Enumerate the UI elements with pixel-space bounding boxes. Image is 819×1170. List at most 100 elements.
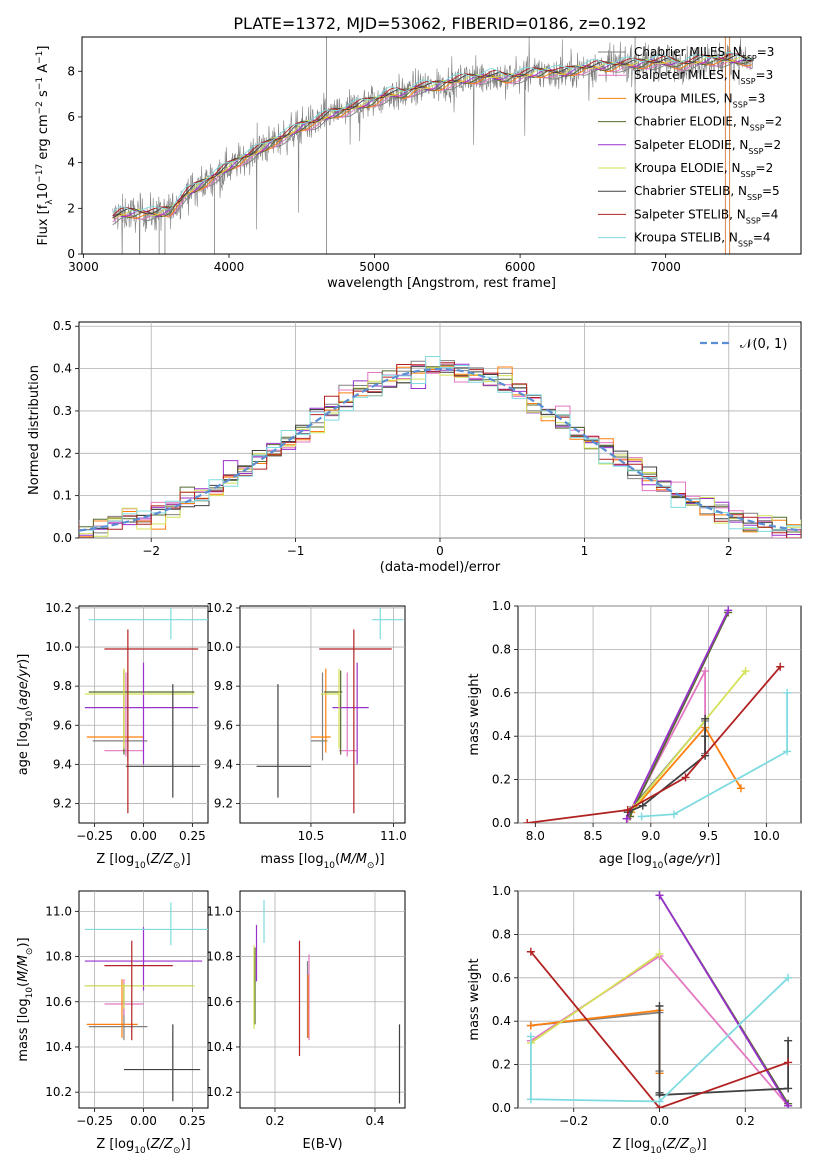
- y-tick-label-2: 10.6: [45, 995, 72, 1009]
- figure-title: PLATE=1372, MJD=53062, FIBERID=0186, z=0…: [233, 14, 646, 33]
- x-tick-label-0: 0.2: [265, 1114, 284, 1128]
- weight-marker-8-3: [783, 688, 792, 697]
- y-tick-label-1: 2: [67, 201, 75, 215]
- weight-line-6: [658, 1006, 789, 1096]
- chart-residuals: −2 −1 0 1 2 0.0 0.1 0.2 0.3 0.4 0.5 (data-model)/er…: [27, 319, 802, 575]
- weight-marker-8-2: [655, 1097, 664, 1106]
- legend-label-5: Kroupa ELODIE, NSSP=2: [634, 161, 773, 179]
- x-tick-label-1: 0.00: [130, 829, 157, 843]
- y-axis-label: mass [log10(M/M⊙)]: [16, 937, 35, 1061]
- legend-spectrum: Chabrier MILES, NSSP=3 Salpeter MILES, NS…: [598, 45, 782, 248]
- x-tick-label-4: 7000: [650, 260, 681, 274]
- y-tick-label-2: 9.6: [214, 718, 233, 732]
- x-tick-label-2: 0.2: [736, 1114, 755, 1128]
- legend-label-6: Chabrier STELIB, NSSP=5: [634, 184, 780, 202]
- axes-frame: [239, 605, 406, 824]
- axes-frame: [81, 36, 802, 255]
- weight-marker-6-4: [784, 1036, 793, 1045]
- weight-line-7: [527, 666, 781, 823]
- weight-line-4: [658, 894, 789, 1107]
- x-tick-label-1: 0.0: [650, 1114, 669, 1128]
- y-tick-label-0: 9.2: [53, 796, 72, 810]
- x-axis-label: mass [log10(M/M⊙)]: [260, 852, 384, 871]
- axes-frame: [517, 605, 802, 824]
- x-tick-label-2: 0: [436, 544, 444, 558]
- weight-line-8: [641, 692, 788, 818]
- weight-marker-5-1: [655, 949, 664, 958]
- y-tick-label-1: 0.1: [53, 489, 72, 503]
- y-axis-label: mass weight: [467, 673, 482, 755]
- y-tick-label-5: 10.2: [45, 601, 72, 615]
- weight-marker-7-2: [681, 773, 690, 782]
- weight-marker-6-3: [784, 1084, 793, 1093]
- x-tick-label-0: 3000: [68, 260, 99, 274]
- weight-marker-2-2: [736, 784, 745, 793]
- panels: 3000 4000 5000 6000 7000 0 2 4 6 8 wavelength [Ang…: [16, 36, 802, 1156]
- y-tick-label-4: 0.8: [492, 927, 511, 941]
- x-axis-label: (data-model)/error: [380, 560, 501, 575]
- x-axis-label: Z [log10(Z/Z⊙)]: [96, 852, 190, 871]
- y-tick-label-3: 0.6: [492, 971, 511, 985]
- normal-curve: [79, 367, 801, 532]
- y-tick-label-5: 10.2: [206, 601, 233, 615]
- y-tick-label-2: 4: [67, 156, 75, 170]
- y-tick-label-3: 9.8: [214, 679, 233, 693]
- y-tick-label-3: 6: [67, 110, 75, 124]
- x-tick-label-4: 2: [725, 544, 733, 558]
- x-axis-label: Z [log10(Z/Z⊙)]: [96, 1137, 190, 1156]
- weight-marker-2-0: [526, 1021, 535, 1030]
- legend-label-4: Salpeter ELODIE, NSSP=2: [634, 138, 781, 156]
- y-tick-label-4: 0.4: [53, 362, 72, 376]
- y-axis-label: Normed distribution: [27, 365, 42, 495]
- weight-line-5: [632, 670, 747, 809]
- chart-mass-vs-EBV: 0.2 0.4 10.2 10.4 10.6 10.8 11.0 E(B-V): [206, 890, 406, 1152]
- x-tick-label-2: 5000: [359, 260, 390, 274]
- chart-massweight-vs-Z: −0.2 0.0 0.2 0.0 0.2 0.4 0.6 0.8 1.0 Z [log10(Z/Z…: [467, 884, 802, 1156]
- weight-lines: [526, 891, 793, 1108]
- y-tick-label-4: 0.8: [492, 642, 511, 656]
- errorbars: [256, 607, 404, 814]
- legend-label-2: Kroupa MILES, NSSP=3: [634, 91, 765, 109]
- weight-line-3: [629, 612, 730, 817]
- y-tick-label-1: 9.4: [53, 757, 72, 771]
- weight-marker-8-0: [637, 812, 646, 821]
- y-tick-label-1: 10.4: [45, 1040, 72, 1054]
- hist-8: [79, 356, 801, 532]
- y-tick-label-2: 0.4: [492, 729, 511, 743]
- model-line-8: [112, 52, 752, 213]
- y-tick-label-3: 10.8: [45, 950, 72, 964]
- y-tick-label-2: 9.6: [53, 718, 72, 732]
- y-tick-label-0: 10.2: [206, 1085, 233, 1099]
- y-tick-label-4: 11.0: [206, 904, 233, 918]
- spectrum-lines: [112, 37, 753, 254]
- weight-lines: [523, 606, 792, 823]
- legend-label-normal: 𝒩(0, 1): [740, 337, 787, 352]
- y-tick-label-3: 9.8: [53, 679, 72, 693]
- axes-frame: [239, 890, 406, 1109]
- weight-marker-4-1: [784, 1101, 793, 1108]
- x-tick-label-3: 9.5: [699, 829, 718, 843]
- legend-label-0: Chabrier MILES, NSSP=3: [634, 45, 774, 63]
- y-tick-label-4: 11.0: [45, 904, 72, 918]
- weight-marker-6-4: [701, 732, 710, 741]
- x-tick-label-1: 8.5: [584, 829, 603, 843]
- y-tick-label-2: 0.4: [492, 1014, 511, 1028]
- y-axis-label: age [log10(age/yr)]: [16, 654, 35, 776]
- y-tick-label-2: 0.2: [53, 446, 72, 460]
- histograms: [79, 356, 801, 538]
- legend-label-8: Kroupa STELIB, NSSP=4: [634, 231, 771, 249]
- legend-label-3: Chabrier ELODIE, NSSP=2: [634, 115, 782, 133]
- x-tick-label-2: 0.25: [179, 1114, 206, 1128]
- y-tick-label-0: 0.0: [492, 816, 511, 830]
- x-tick-label-3: 1: [581, 544, 589, 558]
- weight-marker-6-1: [638, 801, 647, 810]
- x-axis-label: E(B-V): [302, 1137, 342, 1152]
- weight-marker-4-1: [724, 606, 733, 615]
- y-tick-label-0: 9.2: [214, 796, 233, 810]
- x-tick-label-0: −0.2: [559, 1114, 588, 1128]
- x-tick-label-1: 0.4: [365, 1114, 384, 1128]
- weight-marker-5-1: [741, 667, 750, 676]
- weight-marker-4-0: [655, 891, 664, 900]
- y-tick-label-3: 0.3: [53, 404, 72, 418]
